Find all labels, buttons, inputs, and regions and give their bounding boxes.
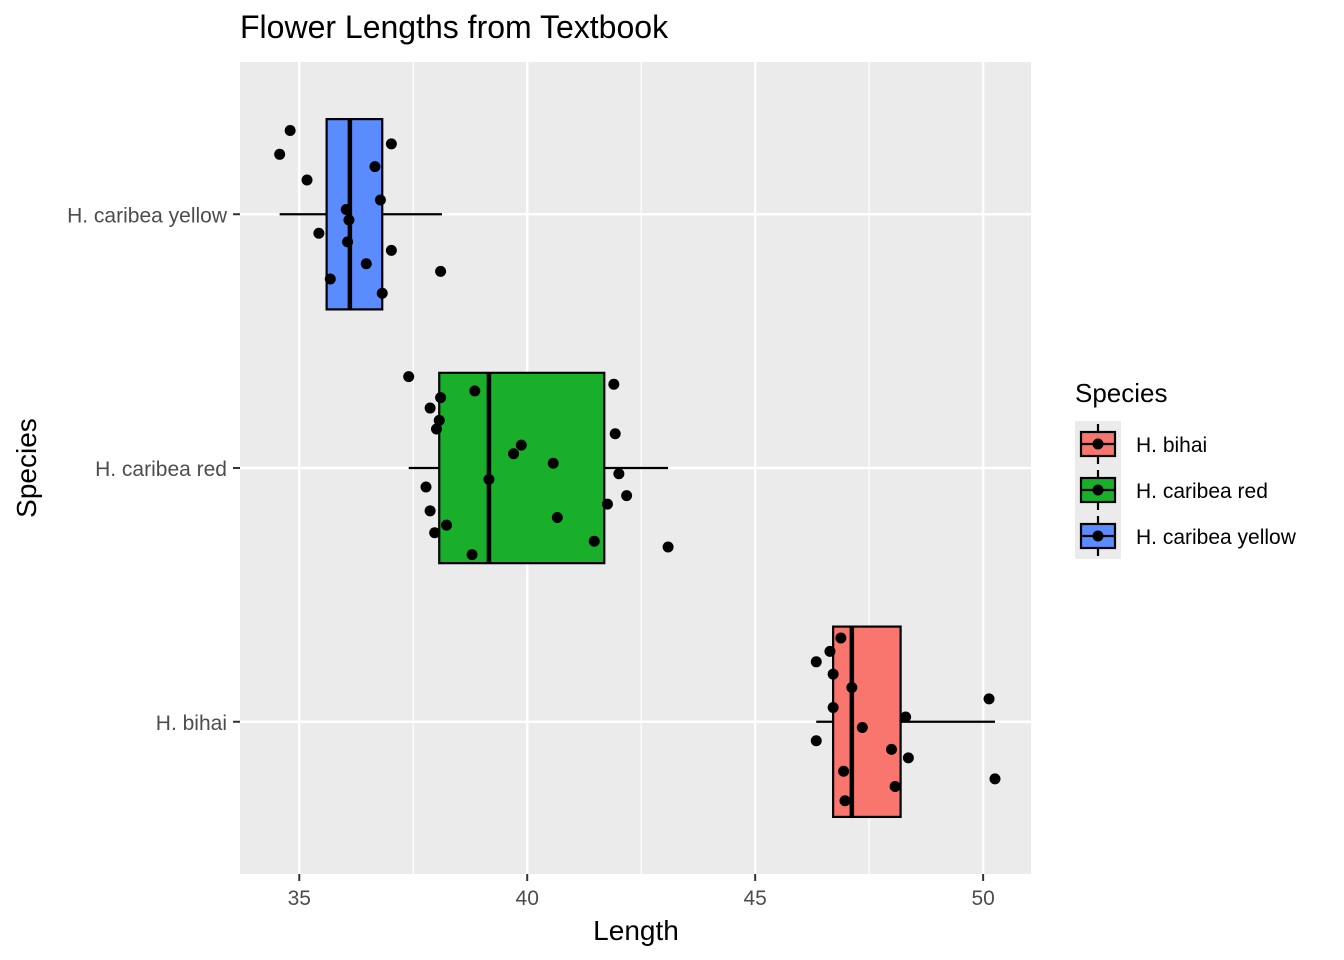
x-tick-label: 45: [743, 887, 766, 910]
data-point: [601, 498, 613, 510]
legend-point: [1092, 438, 1104, 450]
data-point: [835, 632, 847, 644]
x-tick-label: 40: [516, 887, 539, 910]
data-point: [429, 527, 441, 539]
data-point: [274, 148, 286, 160]
x-axis-title: Length: [593, 915, 679, 946]
data-point: [810, 735, 822, 747]
data-point: [856, 721, 868, 733]
data-point: [588, 535, 600, 547]
data-point: [810, 656, 822, 668]
data-point: [827, 668, 839, 680]
data-point: [827, 701, 839, 713]
y-tick-label: H. caribea yellow: [67, 204, 228, 227]
data-point: [551, 511, 563, 523]
legend-point: [1092, 484, 1104, 496]
legend-item: H. caribea red: [1079, 470, 1268, 510]
legend-title: Species: [1075, 378, 1168, 408]
data-point: [441, 519, 453, 531]
data-point: [547, 457, 559, 469]
x-tick-label: 35: [288, 887, 311, 910]
data-point: [824, 645, 836, 657]
data-point: [430, 423, 442, 435]
data-point: [374, 194, 386, 206]
x-axis: 35 40 45 50: [288, 874, 995, 910]
data-point: [376, 287, 388, 299]
data-point: [313, 227, 325, 239]
data-point: [608, 378, 620, 390]
data-point: [343, 214, 355, 226]
legend-item: H. bihai: [1079, 424, 1207, 464]
y-axis-title: Species: [11, 418, 42, 518]
data-point: [483, 473, 495, 485]
box-body: [438, 371, 606, 565]
data-point: [385, 138, 397, 150]
legend-point: [1092, 530, 1104, 542]
data-point: [609, 428, 621, 440]
data-point: [469, 385, 481, 397]
box-h-caribea-red: [408, 371, 669, 565]
box-h-bihai: [816, 625, 995, 819]
data-point: [284, 125, 296, 137]
data-point: [424, 402, 436, 414]
data-point: [889, 780, 901, 792]
data-point: [324, 273, 336, 285]
data-point: [435, 392, 447, 404]
data-point: [885, 743, 897, 755]
legend-label: H. bihai: [1136, 434, 1207, 457]
data-point: [369, 161, 381, 173]
box-body: [832, 625, 902, 819]
data-point: [420, 481, 432, 493]
x-tick-label: 50: [971, 887, 994, 910]
y-tick-label: H. caribea red: [95, 458, 227, 481]
chart-title: Flower Lengths from Textbook: [240, 9, 669, 45]
y-tick-label: H. bihai: [156, 712, 227, 735]
data-point: [435, 265, 447, 277]
data-point: [989, 773, 1001, 785]
box-body: [325, 117, 384, 311]
data-point: [424, 505, 436, 517]
data-point: [900, 711, 912, 723]
data-point: [515, 439, 527, 451]
legend-label: H. caribea yellow: [1136, 526, 1297, 549]
data-point: [846, 681, 858, 693]
data-point: [433, 414, 445, 426]
legend-label: H. caribea red: [1136, 480, 1268, 503]
data-point: [621, 490, 633, 502]
data-point: [508, 448, 520, 460]
legend: Species H. bihai H. caribea red H. caribea…: [1075, 378, 1297, 559]
data-point: [340, 203, 352, 215]
data-point: [403, 371, 415, 383]
box-h-caribea-yellow: [279, 117, 442, 311]
points-layer: [274, 125, 1001, 807]
data-point: [613, 468, 625, 480]
data-point: [838, 765, 850, 777]
data-point: [342, 236, 354, 248]
data-point: [360, 258, 372, 270]
boxes-layer: [279, 117, 995, 819]
data-point: [662, 541, 674, 553]
data-point: [466, 549, 478, 561]
data-point: [301, 174, 313, 186]
legend-item: H. caribea yellow: [1079, 516, 1297, 556]
data-point: [385, 244, 397, 256]
data-point: [902, 752, 914, 764]
data-point: [839, 795, 851, 807]
y-axis: H. bihai H. caribea red H. caribea yellow: [67, 204, 240, 735]
data-point: [983, 693, 995, 705]
